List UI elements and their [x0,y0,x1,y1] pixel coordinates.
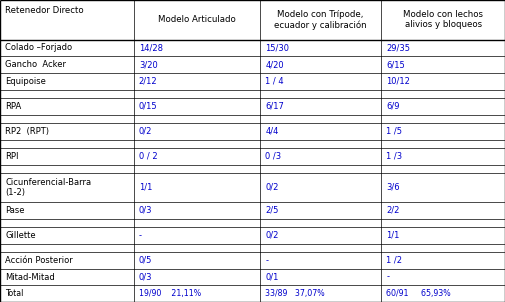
Text: 14/28: 14/28 [139,43,163,53]
Text: 3/20: 3/20 [139,60,158,69]
Text: 10/12: 10/12 [386,77,410,86]
Text: Equipoise: Equipoise [5,77,46,86]
Text: 0 / 2: 0 / 2 [139,152,158,161]
Text: 1 / 4: 1 / 4 [265,77,284,86]
Text: 2/12: 2/12 [139,77,158,86]
Text: Colado –Forjado: Colado –Forjado [5,43,72,53]
Text: 2/5: 2/5 [265,206,278,215]
Text: 0/15: 0/15 [139,102,158,111]
Text: 0/1: 0/1 [265,272,278,281]
Text: 6/15: 6/15 [386,60,405,69]
Text: -: - [139,231,142,240]
Text: 4/20: 4/20 [265,60,284,69]
Text: Total: Total [5,289,23,298]
Text: 1/1: 1/1 [139,183,152,192]
Text: Gillette: Gillette [5,231,36,240]
Text: 4/4: 4/4 [265,127,278,136]
Text: 0/2: 0/2 [139,127,152,136]
Text: RPA: RPA [5,102,21,111]
Text: 0/2: 0/2 [265,183,278,192]
Text: Modelo con lechos
alivios y bloqueos: Modelo con lechos alivios y bloqueos [403,10,483,30]
Text: Cicunferencial-Barra
(1-2): Cicunferencial-Barra (1-2) [5,178,91,197]
Text: RPI: RPI [5,152,19,161]
Text: 3/6: 3/6 [386,183,400,192]
Text: 33/89   37,07%: 33/89 37,07% [265,289,325,298]
Text: 19/90    21,11%: 19/90 21,11% [139,289,201,298]
Text: 2/2: 2/2 [386,206,399,215]
Text: -: - [265,256,268,265]
Text: Gancho  Acker: Gancho Acker [5,60,66,69]
Text: Modelo con Trípode,
ecuador y calibración: Modelo con Trípode, ecuador y calibració… [274,10,367,30]
Text: 1/1: 1/1 [386,231,399,240]
Text: RP2  (RPT): RP2 (RPT) [5,127,49,136]
Text: 1 /2: 1 /2 [386,256,402,265]
Text: Acción Posterior: Acción Posterior [5,256,73,265]
Text: Pase: Pase [5,206,25,215]
Text: 60/91     65,93%: 60/91 65,93% [386,289,451,298]
Text: 0/3: 0/3 [139,206,153,215]
Text: 6/17: 6/17 [265,102,284,111]
Text: 0 /3: 0 /3 [265,152,281,161]
Text: 0/3: 0/3 [139,272,153,281]
Text: 1 /5: 1 /5 [386,127,402,136]
Text: 1 /3: 1 /3 [386,152,402,161]
Text: Mitad-Mitad: Mitad-Mitad [5,272,55,281]
Text: 0/5: 0/5 [139,256,152,265]
Text: -: - [386,272,389,281]
Text: 15/30: 15/30 [265,43,289,53]
Text: 0/2: 0/2 [265,231,278,240]
Text: Modelo Articulado: Modelo Articulado [158,15,236,24]
Text: 6/9: 6/9 [386,102,400,111]
Text: 29/35: 29/35 [386,43,411,53]
Text: Retenedor Directo: Retenedor Directo [5,6,84,15]
